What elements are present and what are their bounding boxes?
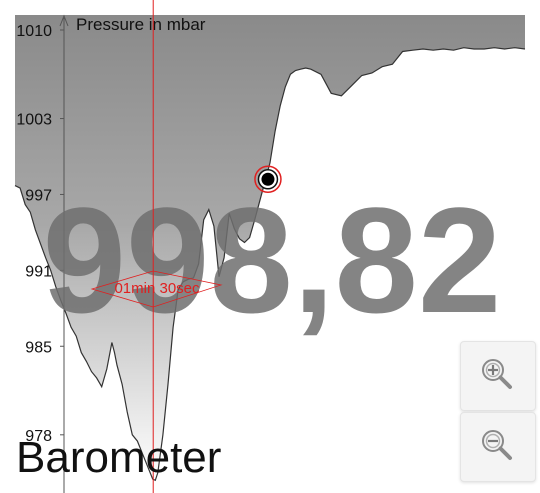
zoom-out-button[interactable] — [460, 412, 536, 482]
zoom-in-button[interactable] — [460, 341, 536, 411]
y-tick-label: 1003 — [16, 112, 52, 129]
time-span-bracket — [90, 270, 223, 308]
marker-ring — [254, 165, 282, 194]
current-reading-marker[interactable] — [261, 172, 275, 186]
y-tick-label: 991 — [25, 263, 52, 280]
y-tick-label: 978 — [25, 428, 52, 445]
zoom-in-icon — [482, 359, 512, 389]
app-title: Barometer — [16, 433, 222, 482]
pressure-series-line — [14, 47, 526, 482]
y-tick-label: 1010 — [16, 23, 52, 40]
time-span-label: 01min 30sec — [114, 280, 200, 297]
y-tick-label: 997 — [25, 187, 52, 204]
pressure-area — [15, 15, 525, 481]
y-axis-arrow-icon — [59, 14, 69, 27]
y-tick-label: 985 — [25, 339, 52, 356]
zoom-out-icon — [482, 430, 512, 460]
y-axis-title: Pressure in mbar — [76, 15, 206, 34]
current-pressure-value: 998,82 — [43, 176, 502, 344]
